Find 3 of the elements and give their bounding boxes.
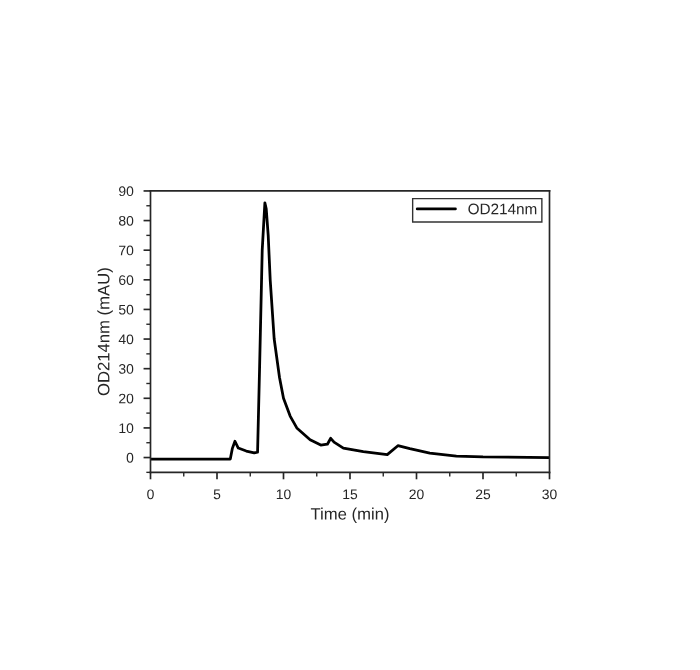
y-axis-title: OD214nm (mAU): [97, 268, 113, 396]
x-axis-title: Time (min): [310, 507, 389, 524]
line-series: [150, 201, 550, 461]
